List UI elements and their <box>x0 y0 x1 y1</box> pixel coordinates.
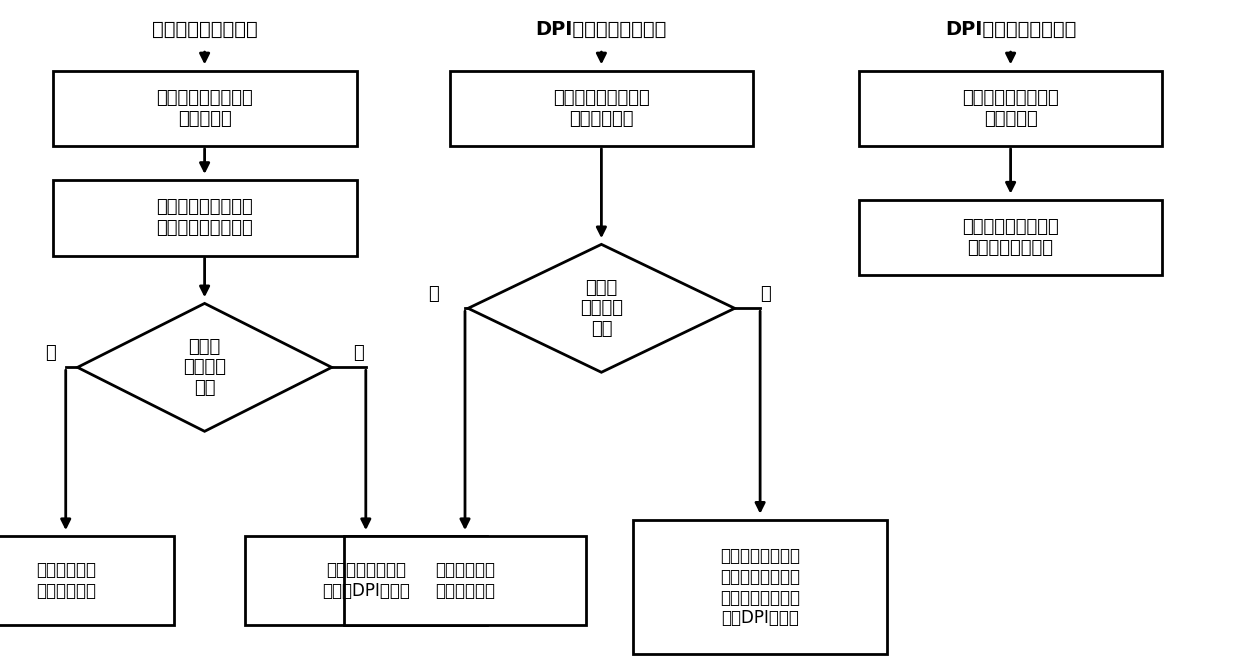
FancyBboxPatch shape <box>343 537 585 625</box>
FancyBboxPatch shape <box>53 70 357 146</box>
Text: 是: 是 <box>760 285 771 303</box>
Text: 表项操作行为设置
为转发DPI服务器: 表项操作行为设置 为转发DPI服务器 <box>322 561 409 600</box>
Polygon shape <box>78 303 332 432</box>
Text: 配置表项到对
应的网络设备: 配置表项到对 应的网络设备 <box>435 561 495 600</box>
Text: 表项有
四层以上
规则: 表项有 四层以上 规则 <box>184 338 226 397</box>
FancyBboxPatch shape <box>858 70 1162 146</box>
FancyBboxPatch shape <box>858 199 1162 276</box>
Text: 接收控制器的策略规
则表项配置: 接收控制器的策略规 则表项配置 <box>962 89 1059 128</box>
FancyBboxPatch shape <box>449 70 753 146</box>
Text: 表项有
四层以上
规则: 表项有 四层以上 规则 <box>580 279 622 338</box>
Text: 将表项标识码和配置
表项一起生成表项: 将表项标识码和配置 表项一起生成表项 <box>962 218 1059 257</box>
FancyBboxPatch shape <box>53 180 357 255</box>
Text: 接收控制器的策略规
则表项配置: 接收控制器的策略规 则表项配置 <box>156 89 253 128</box>
Text: 生成表项标识码，
配置表项及其标识
码到对应的网络设
备和DPI服务器: 生成表项标识码， 配置表项及其标识 码到对应的网络设 备和DPI服务器 <box>720 547 800 627</box>
Text: 是: 是 <box>353 344 365 362</box>
FancyBboxPatch shape <box>244 537 486 625</box>
Text: 表项操作行为
按照配置设置: 表项操作行为 按照配置设置 <box>36 561 95 600</box>
Text: DPI服务器的运行流程: DPI服务器的运行流程 <box>945 20 1076 39</box>
Text: 网络设备的运行流程: 网络设备的运行流程 <box>151 20 258 39</box>
Polygon shape <box>469 244 734 373</box>
Text: 连同表项标识码一起
生成策略规则表表项: 连同表项标识码一起 生成策略规则表表项 <box>156 198 253 237</box>
Text: 否: 否 <box>45 344 56 362</box>
FancyBboxPatch shape <box>632 520 887 655</box>
Text: DPI控制器的运行流程: DPI控制器的运行流程 <box>536 20 667 39</box>
Text: 控制器分析待配置的
策略规则表项: 控制器分析待配置的 策略规则表项 <box>553 89 650 128</box>
FancyBboxPatch shape <box>0 537 174 625</box>
Text: 否: 否 <box>428 285 439 303</box>
